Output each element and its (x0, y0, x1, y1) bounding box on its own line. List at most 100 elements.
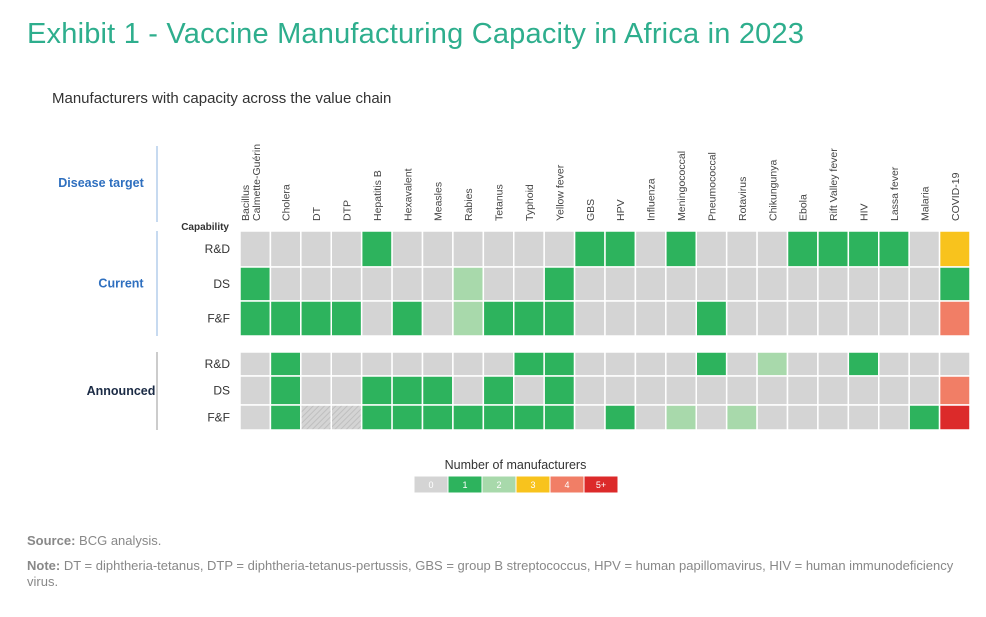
note-text: DT = diphtheria-tetanus, DTP = diphtheri… (27, 558, 954, 589)
column-label-line: DTP (341, 200, 353, 221)
chart-subtitle: Manufacturers with capacity across the v… (52, 90, 392, 107)
heatmap-cell (543, 375, 576, 406)
heatmap-cell (817, 351, 850, 377)
heatmap-cell (695, 266, 728, 302)
heatmap-cell (847, 230, 880, 268)
column-label-line: Bacillus (240, 185, 252, 221)
heatmap-cell (360, 351, 393, 377)
heatmap-cell (421, 300, 454, 337)
column-label-line: Hepatitis B (372, 170, 384, 221)
source-text: BCG analysis. (79, 533, 162, 548)
heatmap-cell (604, 404, 637, 431)
heatmap-cell (786, 300, 819, 337)
heatmap-cell (452, 230, 485, 268)
legend-label: 3 (530, 480, 535, 490)
column-label: Rift Valley fever (828, 148, 840, 221)
heatmap-cell (817, 375, 850, 406)
heatmap-cell (604, 300, 637, 337)
column-label: DTP (341, 200, 353, 221)
heatmap-cell (908, 230, 941, 268)
capability-label: DS (213, 277, 230, 291)
heatmap-cell (665, 230, 697, 268)
heatmap-cell (543, 266, 576, 302)
heatmap-cell (573, 351, 606, 377)
heatmap-cell (847, 266, 880, 302)
heatmap-cell (665, 266, 697, 302)
heatmap-cell (634, 300, 667, 337)
heatmap-cell (604, 266, 637, 302)
capability-label: F&F (207, 312, 230, 326)
heatmap-cell (482, 375, 515, 406)
column-label-line: HPV (615, 199, 627, 221)
heatmap-cell (482, 300, 515, 337)
heatmap-cell (604, 230, 637, 268)
heatmap-cell (878, 230, 910, 268)
column-label: Pneumococcal (706, 152, 718, 221)
heatmap-cell (634, 375, 667, 406)
heatmap-cell (300, 300, 333, 337)
heatmap-cell (878, 300, 910, 337)
heatmap-cell (817, 230, 850, 268)
chart-title: Exhibit 1 - Vaccine Manufacturing Capaci… (27, 18, 805, 50)
heatmap-cell (513, 404, 545, 431)
heatmap-cell (300, 266, 333, 302)
source-label: Source: (27, 533, 76, 548)
column-label-line: Calmette-Guérin (251, 144, 263, 221)
heatmap-cell (756, 230, 789, 268)
heatmap-cell (634, 230, 667, 268)
heatmap-cell (330, 351, 363, 377)
capability-label: R&D (205, 357, 231, 371)
heatmap-cell (452, 375, 485, 406)
column-label-line: Rotavirus (737, 177, 749, 221)
heatmap-cell (330, 266, 363, 302)
column-label: Rabies (463, 188, 475, 221)
heatmap-cell (573, 375, 606, 406)
column-label: Lassa fever (889, 166, 901, 221)
column-label: BacillusCalmette-Guérin (240, 144, 263, 221)
note-line: Note: DT = diphtheria-tetanus, DTP = dip… (27, 558, 967, 590)
heatmap-cell (847, 300, 880, 337)
heatmap-cell (725, 375, 758, 406)
column-label-line: DT (311, 206, 323, 221)
heatmap-cell (817, 266, 850, 302)
column-label-line: Cholera (281, 184, 293, 221)
heatmap-cell (573, 300, 606, 337)
heatmap-cell (938, 351, 971, 377)
column-label: HIV (859, 203, 871, 221)
heatmap-cell (543, 404, 576, 431)
heatmap-cell (847, 375, 880, 406)
column-label-line: Yellow fever (554, 164, 566, 221)
column-label: Measles (433, 182, 445, 221)
heatmap-cell (695, 300, 728, 337)
heatmap-cell (604, 351, 637, 377)
heatmap-cell (391, 351, 424, 377)
heatmap-cell (573, 230, 606, 268)
heatmap-cell (300, 404, 333, 431)
heatmap-cell (452, 300, 485, 337)
column-label-line: Lassa fever (889, 166, 901, 221)
heatmap-cell (725, 300, 758, 337)
heatmap-cell (756, 351, 789, 377)
heatmap-cell (421, 230, 454, 268)
column-label: Rotavirus (737, 177, 749, 221)
column-label-line: Pneumococcal (706, 152, 718, 221)
heatmap-cell (239, 351, 272, 377)
heatmap-cell (725, 351, 758, 377)
legend-label: 4 (564, 480, 569, 490)
column-label-line: Rift Valley fever (828, 148, 840, 221)
heatmap-cell (482, 351, 515, 377)
heatmap-cell (360, 230, 393, 268)
heatmap-cell (269, 375, 302, 406)
column-label: Tetanus (494, 184, 506, 221)
legend-title: Number of manufacturers (444, 458, 587, 472)
heatmap-cell (665, 300, 697, 337)
heatmap-cell (665, 404, 697, 431)
heatmap-cell (604, 375, 637, 406)
heatmap-cell (391, 230, 424, 268)
heatmap-cell (756, 404, 789, 431)
column-label-line: COVID-19 (950, 172, 962, 221)
heatmap-cell (665, 351, 697, 377)
heatmap-cell (543, 230, 576, 268)
heatmap-cell (665, 375, 697, 406)
column-label: Hepatitis B (372, 170, 384, 221)
